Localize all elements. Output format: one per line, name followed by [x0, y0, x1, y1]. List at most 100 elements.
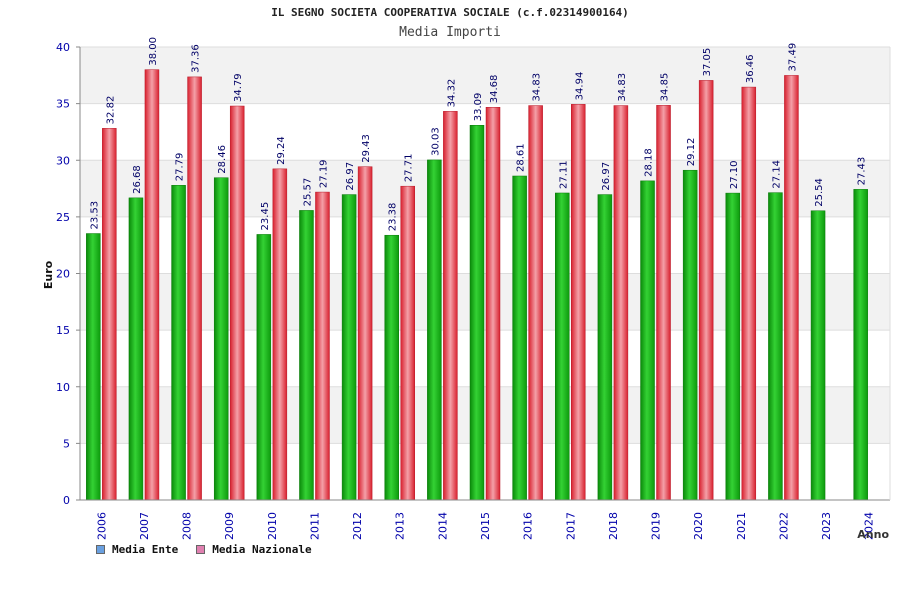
x-tick-label: 2008 — [181, 512, 194, 540]
bar-value-label: 28.18 — [644, 148, 655, 177]
y-tick-label: 25 — [56, 211, 70, 224]
bar-media-ente — [469, 125, 485, 501]
bar-media-nazionale — [400, 185, 415, 501]
bar-media-nazionale — [272, 168, 288, 501]
bar-value-label: 25.54 — [814, 178, 825, 207]
bar-value-label: 34.85 — [660, 73, 671, 102]
bar-value-label: 38.00 — [148, 37, 159, 66]
y-tick-label: 5 — [63, 437, 70, 450]
bar-media-ente — [640, 180, 655, 501]
x-tick-label: 2020 — [692, 512, 705, 540]
bar-value-label: 27.19 — [318, 159, 329, 188]
bar-media-nazionale — [229, 105, 245, 501]
bar-value-label: 26.68 — [132, 165, 143, 194]
legend-swatch-media-nazionale — [196, 545, 206, 554]
bar-value-label: 34.83 — [532, 73, 543, 102]
bar-media-nazionale — [187, 76, 202, 501]
bar-media-ente — [768, 192, 783, 501]
x-tick-label: 2006 — [95, 512, 108, 540]
x-tick-label: 2015 — [479, 512, 492, 540]
bar-value-label: 27.79 — [175, 153, 186, 182]
bar-value-label: 34.32 — [446, 79, 457, 108]
x-tick-label: 2024 — [863, 512, 876, 540]
bar-value-label: 29.12 — [686, 138, 697, 167]
bar-media-ente — [299, 210, 314, 501]
x-tick-label: 2012 — [351, 512, 364, 540]
x-tick-label: 2023 — [820, 512, 833, 540]
y-tick-label: 30 — [56, 154, 70, 167]
bar-value-label: 29.43 — [361, 134, 372, 163]
x-tick-label: 2010 — [266, 512, 279, 540]
bar-value-label: 34.79 — [233, 73, 244, 102]
x-axis-label: Anno — [857, 528, 889, 541]
x-tick-label: 2014 — [436, 512, 449, 540]
bar-value-label: 34.83 — [617, 73, 628, 102]
x-tick-labels: 2006 2007 2008 2009 2010 2011 2012 2013 2014 2015… — [95, 512, 875, 540]
y-axis-label: Euro — [42, 260, 55, 289]
bar-value-label: 29.24 — [276, 136, 287, 165]
bar-media-ente — [384, 234, 399, 501]
bar-value-label: 27.71 — [404, 154, 415, 183]
bar-value-label: 34.68 — [489, 75, 500, 104]
bar-media-nazionale — [528, 105, 543, 501]
x-tick-label: 2017 — [564, 512, 577, 540]
bar-value-label: 36.46 — [745, 54, 756, 83]
bar-value-label: 37.49 — [787, 43, 798, 72]
bar-media-nazionale — [315, 191, 330, 501]
bar-value-label: 25.57 — [302, 178, 313, 207]
bar-value-label: 27.14 — [771, 160, 782, 189]
bar-media-ente — [128, 197, 144, 501]
x-tick-label: 2011 — [308, 512, 321, 540]
bar-media-nazionale — [102, 128, 117, 501]
bar-value-label: 26.97 — [601, 162, 612, 191]
x-tick-label: 2009 — [223, 512, 236, 540]
bar-value-label: 23.53 — [89, 201, 100, 230]
bar-media-ente — [512, 175, 527, 501]
legend: Media Ente Media Nazionale — [96, 543, 322, 556]
y-tick-label: 20 — [56, 268, 70, 281]
bar-value-label: 27.43 — [857, 157, 868, 186]
bar-value-label: 28.61 — [516, 143, 527, 172]
legend-item-media-ente: Media Ente — [96, 543, 178, 556]
y-tick-label: 15 — [56, 324, 70, 337]
y-tick-label: 40 — [56, 41, 70, 54]
chart-title: IL SEGNO SOCIETA COOPERATIVA SOCIALE (c.… — [271, 6, 629, 19]
bar-value-label: 27.11 — [558, 160, 569, 189]
x-tick-label: 2019 — [650, 512, 663, 540]
bar-media-nazionale — [443, 111, 458, 501]
bar-media-nazionale — [571, 104, 586, 501]
legend-label-media-ente: Media Ente — [112, 543, 179, 556]
bar-media-ente — [725, 192, 741, 501]
bar-value-label: 37.36 — [191, 44, 202, 73]
bar-media-nazionale — [613, 105, 629, 501]
legend-item-media-nazionale: Media Nazionale — [196, 543, 312, 556]
x-tick-label: 2021 — [735, 512, 748, 540]
bar-media-nazionale — [485, 106, 501, 501]
y-tick-label: 0 — [63, 494, 70, 507]
axes — [76, 46, 891, 501]
bar-media-ente — [427, 159, 442, 501]
bar-value-label: 23.45 — [260, 202, 271, 231]
bar-value-label: 34.94 — [574, 72, 585, 101]
bar-labels: 23.53 32.82 26.68 38.00 27.79 37.36 28.46 34.79… — [89, 37, 867, 231]
bar-media-ente — [682, 169, 698, 501]
bar-value-label: 23.38 — [388, 203, 399, 232]
x-tick-label: 2013 — [394, 512, 407, 540]
bar-value-label: 33.09 — [473, 93, 484, 122]
bar-media-ente — [555, 192, 570, 501]
x-tick-label: 2018 — [607, 512, 620, 540]
y-tick-labels: 0 5 10 15 20 25 30 35 40 — [56, 41, 70, 507]
bar-media-nazionale — [357, 166, 373, 501]
bar-media-ente — [597, 194, 613, 501]
bar-media-ente — [256, 234, 272, 501]
bar-media-ente — [341, 194, 357, 501]
bar-media-nazionale — [784, 75, 799, 501]
legend-label-media-nazionale: Media Nazionale — [212, 543, 312, 556]
bar-media-nazionale — [656, 105, 671, 501]
bar-value-label: 28.46 — [217, 145, 228, 174]
bar-media-nazionale — [741, 86, 757, 501]
bar-media-ente — [171, 185, 186, 501]
bar-value-label: 27.10 — [729, 160, 740, 189]
bar-value-label: 32.82 — [105, 96, 116, 125]
